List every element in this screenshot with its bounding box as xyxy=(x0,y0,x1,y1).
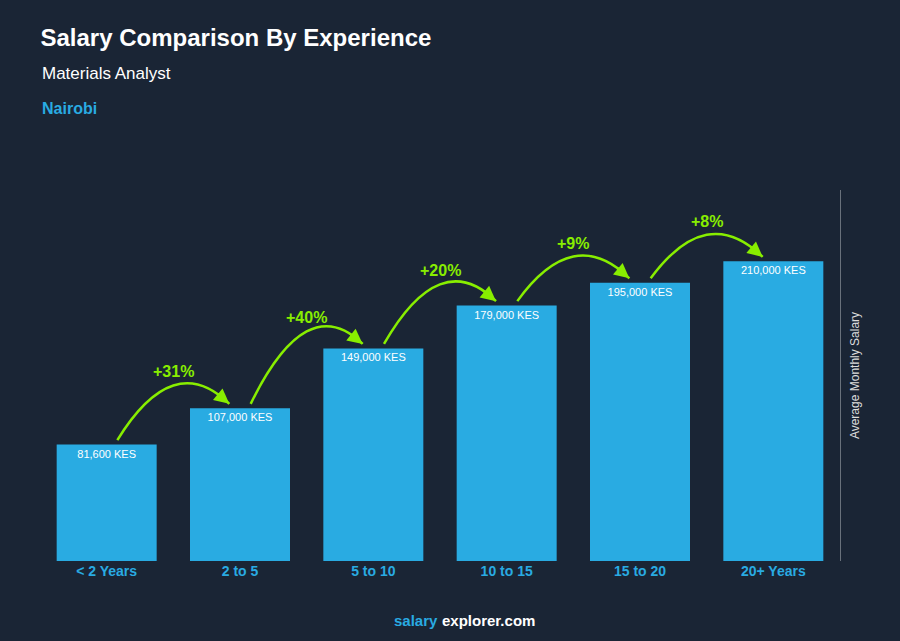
svg-text:< 2 Years: < 2 Years xyxy=(76,563,137,579)
svg-text:Average Monthly Salary: Average Monthly Salary xyxy=(848,312,862,439)
svg-text:5 to 10: 5 to 10 xyxy=(351,563,396,579)
svg-text:Salary Comparison By Experienc: Salary Comparison By Experience xyxy=(41,24,432,51)
svg-text:+40%: +40% xyxy=(286,309,327,326)
svg-text:20+ Years: 20+ Years xyxy=(741,563,806,579)
svg-text:107,000 KES: 107,000 KES xyxy=(208,411,273,423)
svg-text:10 to 15: 10 to 15 xyxy=(481,563,533,579)
svg-text:2 to 5: 2 to 5 xyxy=(222,563,259,579)
svg-text:+20%: +20% xyxy=(420,262,461,279)
svg-text:explorer.com: explorer.com xyxy=(442,612,535,629)
svg-text:salary: salary xyxy=(394,612,438,629)
svg-text:+31%: +31% xyxy=(153,363,194,380)
svg-text:15 to 20: 15 to 20 xyxy=(614,563,666,579)
svg-text:149,000 KES: 149,000 KES xyxy=(341,351,406,363)
svg-text:179,000 KES: 179,000 KES xyxy=(474,309,539,321)
svg-text:+9%: +9% xyxy=(557,235,589,252)
svg-text:+8%: +8% xyxy=(691,213,723,230)
svg-text:81,600 KES: 81,600 KES xyxy=(77,448,136,460)
svg-text:210,000 KES: 210,000 KES xyxy=(741,264,806,276)
svg-text:195,000 KES: 195,000 KES xyxy=(608,286,673,298)
svg-text:Nairobi: Nairobi xyxy=(42,100,97,117)
svg-text:Materials Analyst: Materials Analyst xyxy=(42,64,171,83)
